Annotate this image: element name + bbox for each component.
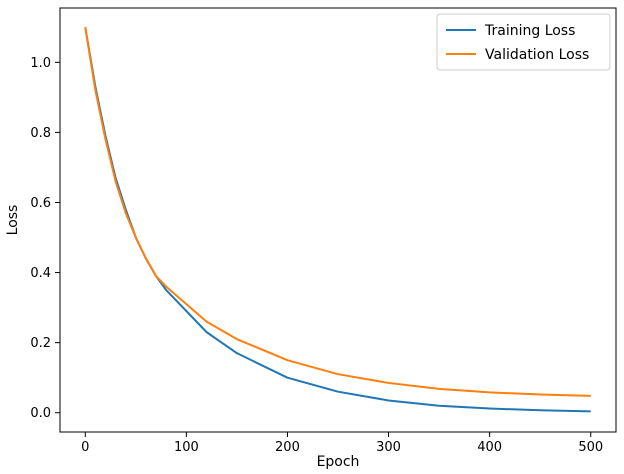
- x-tick-label: 400: [477, 440, 502, 455]
- legend-box: [436, 13, 611, 71]
- y-tick-label: 0.0: [30, 406, 51, 421]
- y-axis-label: Loss: [5, 205, 21, 236]
- plot-area: [84, 27, 591, 413]
- legend: Training Loss Validation Loss: [436, 13, 611, 71]
- legend-label: Validation Loss: [485, 47, 589, 63]
- y-tick-label: 0.2: [30, 336, 51, 351]
- axes-frame: [59, 7, 617, 433]
- x-tick-label: 200: [275, 440, 300, 455]
- series-line-0: [84, 27, 591, 413]
- x-tick-label: 300: [376, 440, 401, 455]
- y-tick-label: 0.8: [30, 126, 51, 141]
- y-tick-label: 0.4: [30, 266, 51, 281]
- x-tick-label: 100: [174, 440, 199, 455]
- x-axis: 0 100 200 300 400 500: [81, 432, 603, 455]
- y-axis: 0.0 0.2 0.4 0.6 0.8 1.0: [30, 56, 60, 421]
- legend-label: Training Loss: [484, 23, 575, 39]
- series-line-1: [84, 27, 591, 397]
- x-tick-label: 0: [81, 440, 89, 455]
- x-axis-label: Epoch: [317, 454, 360, 470]
- y-tick-label: 0.6: [30, 196, 51, 211]
- y-tick-label: 1.0: [30, 56, 51, 71]
- x-tick-label: 500: [578, 440, 603, 455]
